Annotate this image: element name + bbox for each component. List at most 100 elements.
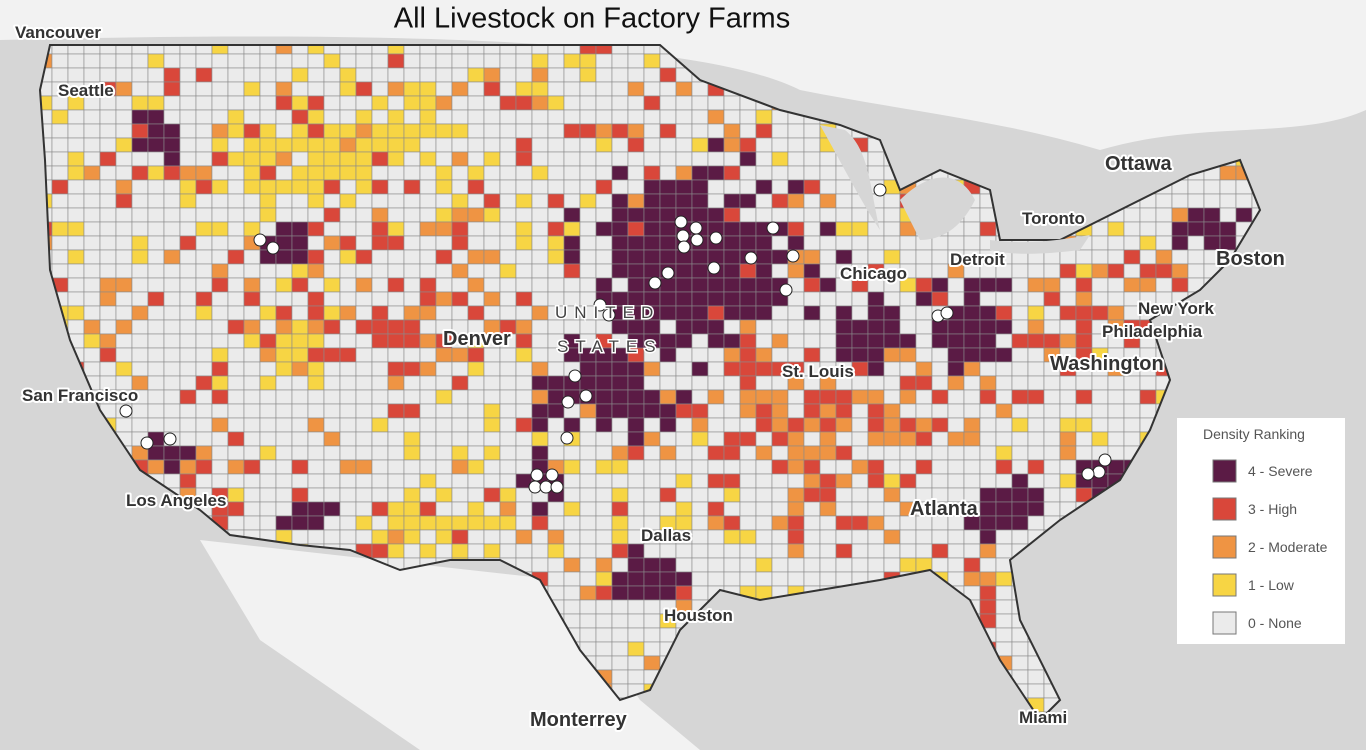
county <box>531 305 549 321</box>
county <box>899 529 917 545</box>
county <box>515 431 533 447</box>
county <box>243 389 261 405</box>
county <box>675 375 693 391</box>
county <box>1139 403 1157 419</box>
county <box>179 81 197 97</box>
county <box>659 235 677 251</box>
county <box>691 361 709 377</box>
county <box>291 403 309 419</box>
county <box>131 347 149 363</box>
county <box>579 403 597 419</box>
county <box>611 529 629 545</box>
legend-label: 3 - High <box>1248 501 1297 517</box>
county <box>243 277 261 293</box>
county <box>1107 249 1125 265</box>
county <box>723 529 741 545</box>
county <box>227 81 245 97</box>
county <box>323 81 341 97</box>
county <box>595 417 613 433</box>
county <box>467 543 485 559</box>
county <box>739 487 757 503</box>
county <box>771 207 789 223</box>
county <box>1107 291 1125 307</box>
county <box>211 67 229 83</box>
county <box>163 403 181 419</box>
county <box>99 53 117 69</box>
county <box>227 487 245 503</box>
county <box>435 431 453 447</box>
county <box>243 459 261 475</box>
city-label: Detroit <box>950 250 1005 269</box>
county <box>547 109 565 125</box>
county <box>467 53 485 69</box>
county <box>739 263 757 279</box>
county <box>403 207 421 223</box>
county <box>1027 445 1045 461</box>
county <box>227 207 245 223</box>
county <box>595 515 613 531</box>
county <box>403 543 421 559</box>
county <box>691 389 709 405</box>
county <box>243 67 261 83</box>
county <box>531 179 549 195</box>
county <box>883 389 901 405</box>
county <box>595 389 613 405</box>
county <box>147 291 165 307</box>
county <box>211 473 229 489</box>
county <box>1091 417 1109 433</box>
county <box>803 277 821 293</box>
county <box>467 193 485 209</box>
county <box>195 431 213 447</box>
county <box>755 375 773 391</box>
county <box>979 459 997 475</box>
county <box>243 361 261 377</box>
county <box>451 515 469 531</box>
county <box>323 459 341 475</box>
county <box>371 123 389 139</box>
county <box>947 291 965 307</box>
county <box>1011 263 1029 279</box>
county <box>387 515 405 531</box>
county <box>915 473 933 489</box>
county <box>947 543 965 559</box>
county <box>851 473 869 489</box>
county <box>995 515 1013 531</box>
county <box>883 305 901 321</box>
county <box>563 221 581 237</box>
county <box>99 137 117 153</box>
county <box>995 459 1013 475</box>
county <box>979 403 997 419</box>
county <box>1219 165 1237 181</box>
county <box>179 221 197 237</box>
county <box>211 137 229 153</box>
county <box>307 375 325 391</box>
county <box>83 263 101 279</box>
county <box>291 375 309 391</box>
county <box>147 347 165 363</box>
county <box>563 557 581 573</box>
county <box>675 165 693 181</box>
county <box>1139 277 1157 293</box>
county <box>627 249 645 265</box>
county <box>563 459 581 475</box>
county <box>371 347 389 363</box>
county <box>995 529 1013 545</box>
county <box>883 557 901 573</box>
county <box>307 53 325 69</box>
county <box>867 431 885 447</box>
county <box>867 487 885 503</box>
county <box>947 389 965 405</box>
county <box>387 305 405 321</box>
county <box>83 333 101 349</box>
county <box>883 431 901 447</box>
county <box>99 207 117 223</box>
county <box>1043 291 1061 307</box>
county <box>547 403 565 419</box>
county <box>275 319 293 335</box>
county <box>163 207 181 223</box>
county <box>803 529 821 545</box>
county <box>819 389 837 405</box>
county <box>803 151 821 167</box>
